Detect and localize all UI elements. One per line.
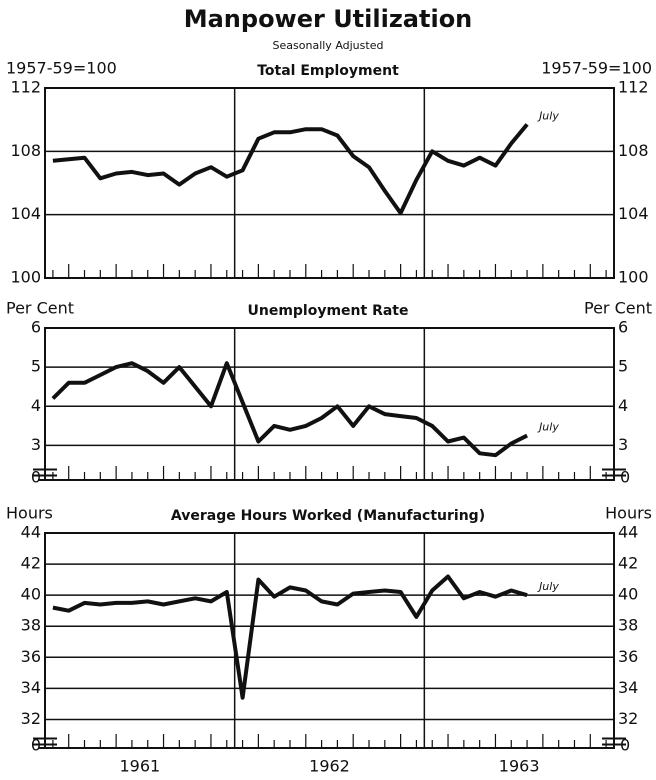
panel-title: Total Employment	[257, 63, 399, 79]
y-tick-label: 4	[31, 396, 41, 415]
y-label-left: Hours	[6, 504, 53, 523]
y-tick-label: 112	[10, 78, 41, 97]
y-tick-label: 38	[618, 616, 638, 635]
y-label-right: Per Cent	[584, 299, 652, 318]
y-tick-label: 100	[618, 268, 649, 287]
y-tick-label: 34	[21, 678, 41, 697]
y-tick-label: 34	[618, 678, 638, 697]
y-tick-label: 42	[618, 554, 638, 573]
y-label-left: Per Cent	[6, 299, 74, 318]
y-label-left: 1957-59=100	[6, 59, 117, 78]
y-tick-label: 40	[21, 585, 41, 604]
plot-frame	[44, 327, 615, 481]
annotation: July	[537, 580, 559, 593]
chart-title: Manpower Utilization	[184, 5, 473, 33]
x-tick-label: 1961	[119, 757, 160, 776]
y-tick-label: 104	[618, 204, 649, 223]
y-tick-label: 40	[618, 585, 638, 604]
y-tick-label: 0	[31, 468, 41, 487]
y-tick-label: 42	[21, 554, 41, 573]
annotation: July	[537, 421, 559, 434]
y-tick-label: 6	[618, 318, 628, 337]
y-tick-label: 4	[618, 396, 628, 415]
plot-frame	[44, 87, 615, 279]
x-tick-label: 1963	[499, 757, 540, 776]
data-line	[52, 574, 528, 700]
y-tick-label: 6	[31, 318, 41, 337]
y-label-right: Hours	[605, 504, 652, 523]
y-tick-label: 5	[31, 357, 41, 376]
y-label-right: 1957-59=100	[541, 59, 652, 78]
data-line	[52, 123, 529, 216]
panel-title: Average Hours Worked (Manufacturing)	[171, 508, 485, 524]
y-tick-label: 112	[618, 78, 649, 97]
y-tick-label: 108	[10, 141, 41, 160]
y-tick-label: 38	[21, 616, 41, 635]
y-tick-label: 100	[10, 268, 41, 287]
chart-subtitle: Seasonally Adjusted	[273, 39, 384, 52]
y-tick-label: 44	[21, 523, 41, 542]
y-tick-label: 108	[618, 141, 649, 160]
plot-frame	[44, 532, 615, 749]
y-tick-label: 104	[10, 204, 41, 223]
y-tick-label: 3	[618, 435, 628, 454]
y-tick-label: 5	[618, 357, 628, 376]
x-tick-label: 1962	[309, 757, 350, 776]
y-tick-label: 36	[21, 647, 41, 666]
y-tick-label: 3	[31, 435, 41, 454]
panel-title: Unemployment Rate	[247, 303, 408, 319]
annotation: July	[537, 109, 559, 122]
data-line	[51, 361, 528, 458]
y-tick-label: 32	[618, 709, 638, 728]
y-tick-label: 44	[618, 523, 638, 542]
y-tick-label: 0	[620, 468, 630, 487]
y-tick-label: 32	[21, 709, 41, 728]
y-tick-label: 36	[618, 647, 638, 666]
